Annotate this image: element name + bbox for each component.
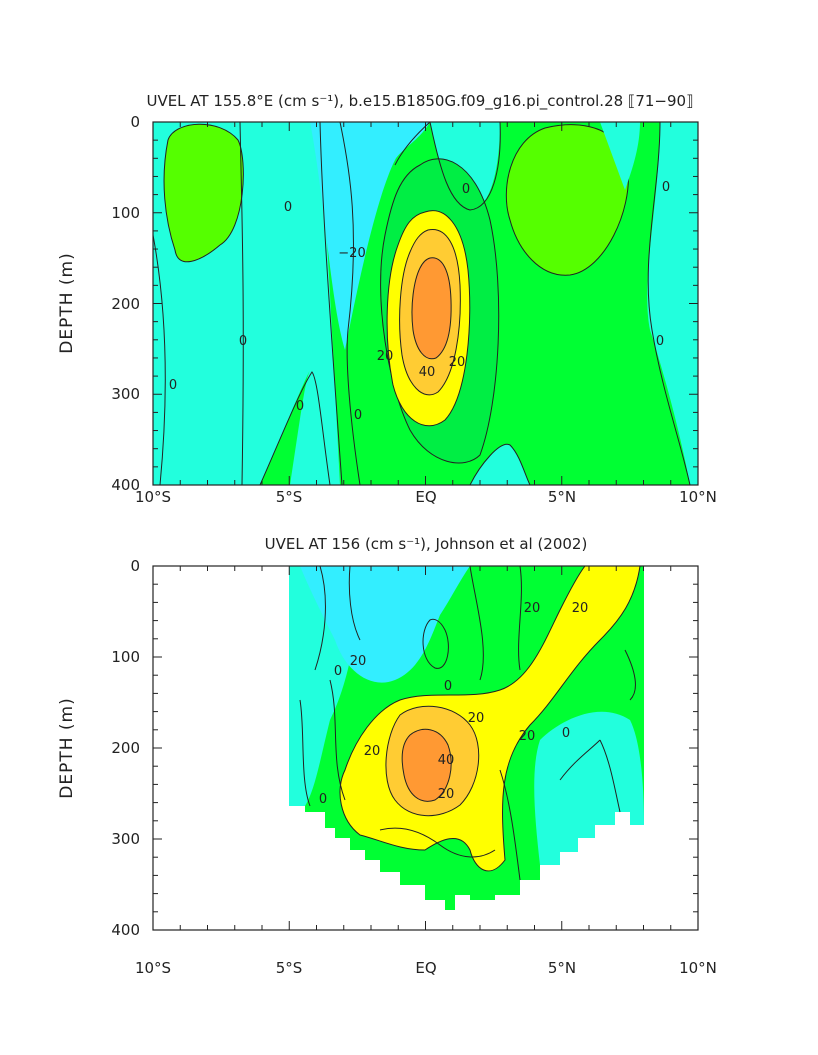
p2-xtick-label: EQ	[415, 959, 436, 977]
p2-clabel: 20	[524, 601, 541, 616]
p1-xtick-label: 5°S	[276, 488, 303, 506]
panel-1: UVEL AT 155.8°E (cm s⁻¹), b.e15.B1850G.f…	[57, 92, 717, 506]
p2-clabel: 0	[334, 664, 342, 679]
p2-clabel: 20	[519, 729, 536, 744]
p2-ytick-label: 400	[111, 921, 140, 939]
panel-1-title: UVEL AT 155.8°E (cm s⁻¹), b.e15.B1850G.f…	[146, 92, 693, 111]
p2-xtick-label: 5°N	[548, 959, 576, 977]
p2-clabel: 20	[468, 711, 485, 726]
p1-ytick-label: 300	[111, 385, 140, 403]
p1-contour-labels: 0 0 0 0 0 −20 20 20 40 0 0 0	[169, 180, 670, 423]
p2-ytick-label: 300	[111, 830, 140, 848]
p1-clabel: 0	[662, 180, 670, 195]
p1-clabel: 40	[419, 365, 436, 380]
p2-clabel: 20	[350, 654, 367, 669]
p2-clabel: 20	[572, 601, 589, 616]
panel-2-ylabel: DEPTH (m)	[57, 697, 77, 798]
panel-2-yaxis-labels: 0 100 200 300 400	[111, 557, 140, 939]
p1-fill-uc-40	[411, 257, 452, 360]
p1-clabel: 0	[462, 182, 470, 197]
p2-fill-uc-40	[401, 728, 452, 802]
p2-xtick-label: 5°S	[276, 959, 303, 977]
p1-ytick-label: 400	[111, 476, 140, 494]
p2-ytick-label: 100	[111, 648, 140, 666]
p1-clabel: −20	[338, 246, 365, 261]
p2-clabel: 20	[438, 787, 455, 802]
p2-ytick-label: 0	[130, 557, 140, 575]
panel-1-ylabel: DEPTH (m)	[57, 252, 77, 353]
panel-2-contour-field	[289, 566, 644, 910]
panel-1-ticks	[152, 121, 699, 486]
p2-xtick-label: 10°S	[135, 959, 171, 977]
p1-clabel: 0	[169, 378, 177, 393]
p1-clabel: 20	[449, 355, 466, 370]
p1-clabel: 0	[296, 399, 304, 414]
p1-ytick-label: 0	[130, 113, 140, 131]
p2-clabel: 20	[364, 744, 381, 759]
p1-xtick-label: EQ	[415, 488, 436, 506]
panel-2-ticks	[152, 565, 699, 931]
p1-clabel: 0	[354, 408, 362, 423]
p1-ytick-label: 200	[111, 295, 140, 313]
p2-ytick-label: 200	[111, 739, 140, 757]
p1-clabel: 0	[284, 200, 292, 215]
p2-fill-west-core	[300, 566, 470, 683]
panel-2: UVEL AT 156 (cm s⁻¹), Johnson et al (200…	[57, 535, 717, 977]
p2-fill-west-right	[534, 711, 644, 865]
panel-1-yaxis-labels: 0 100 200 300 400	[111, 113, 140, 494]
panel-1-xaxis-labels: 10°S 5°S EQ 5°N 10°N	[135, 488, 717, 506]
p1-ytick-label: 100	[111, 204, 140, 222]
p1-contour-lines	[153, 122, 691, 485]
p1-clabel: 0	[239, 334, 247, 349]
p1-fill-west-core	[310, 122, 430, 350]
p2-contour-lines	[299, 566, 636, 881]
p1-clabel: 0	[656, 334, 664, 349]
panel-1-contour-field	[153, 122, 698, 485]
p1-clabel: 20	[377, 349, 394, 364]
p1-xtick-label: 10°N	[679, 488, 717, 506]
p1-xtick-label: 5°N	[548, 488, 576, 506]
p2-clabel: 0	[444, 679, 452, 694]
p1-fill-bottom-bump	[470, 444, 530, 485]
panel-2-xaxis-labels: 10°S 5°S EQ 5°N 10°N	[135, 959, 717, 977]
p2-clabel: 0	[562, 726, 570, 741]
p2-clabel: 40	[438, 753, 455, 768]
p1-xtick-label: 10°S	[135, 488, 171, 506]
p1-fill-left-blob	[163, 123, 244, 263]
p1-fill-west-right	[430, 122, 698, 485]
p2-clabel: 0	[319, 792, 327, 807]
p2-contour-labels: 20 20 20 0 0 0 20 20 40 20 20 0	[319, 601, 588, 807]
p2-xtick-label: 10°N	[679, 959, 717, 977]
panel-2-title: UVEL AT 156 (cm s⁻¹), Johnson et al (200…	[265, 535, 588, 553]
